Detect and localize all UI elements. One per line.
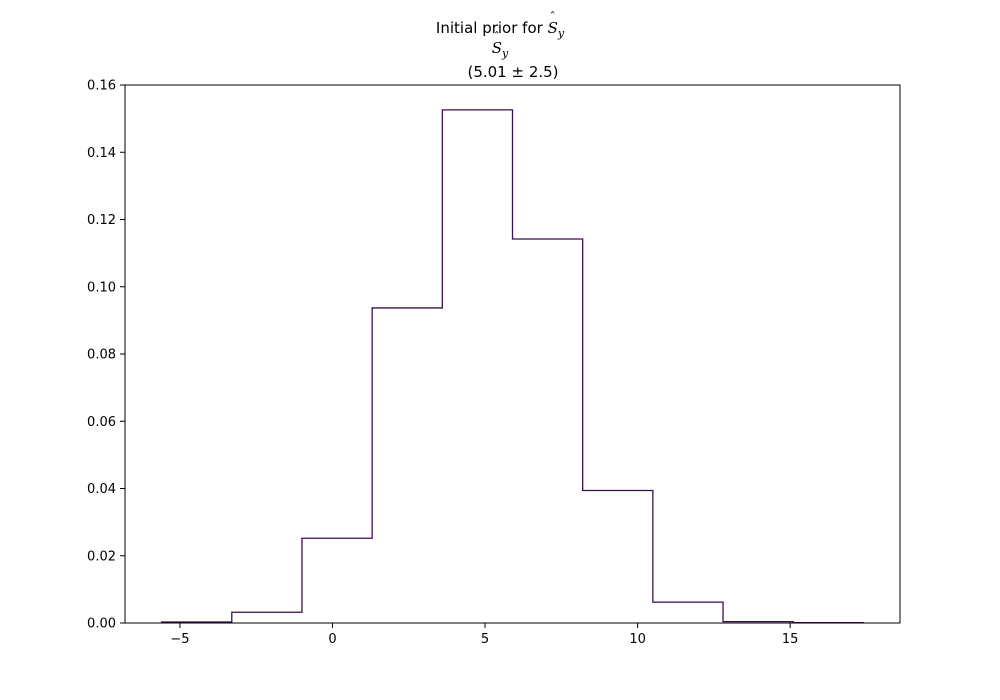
x-tick-label: −5 <box>170 632 189 647</box>
x-tick-label: 0 <box>328 632 336 647</box>
title-prefix: Initial prior for <box>435 19 543 37</box>
mean-std-annotation: (5.01 ± 2.5) <box>467 63 559 81</box>
y-tick-label: 0.00 <box>87 617 116 632</box>
histogram-bin <box>653 602 723 623</box>
histogram-bin <box>232 612 302 623</box>
histogram-bin <box>302 538 372 623</box>
y-tick-label: 0.06 <box>87 415 116 430</box>
x-tick-label: 10 <box>629 632 646 647</box>
chart-title: Initial prior for ˆ Sy <box>0 10 1000 40</box>
histogram-step-line <box>160 109 865 624</box>
y-tick-label: 0.16 <box>87 79 116 94</box>
y-tick-label: 0.04 <box>87 482 116 497</box>
histogram-bin <box>513 239 583 623</box>
y-tick-label: 0.14 <box>87 146 116 161</box>
x-tick-label: 5 <box>481 632 489 647</box>
histogram-bin <box>583 491 653 623</box>
histogram-bin <box>372 308 442 623</box>
subtitle-variable: ˆ Sy <box>491 30 509 60</box>
y-tick-label: 0.08 <box>87 348 116 363</box>
y-tick-label: 0.10 <box>87 280 116 295</box>
histogram-bin <box>442 110 512 623</box>
x-tick-label: 15 <box>782 632 799 647</box>
title-variable: ˆ Sy <box>547 10 565 40</box>
chart-subtitle: ˆ Sy <box>0 30 1000 60</box>
y-tick-label: 0.12 <box>87 213 116 228</box>
y-tick-label: 0.02 <box>87 549 116 564</box>
